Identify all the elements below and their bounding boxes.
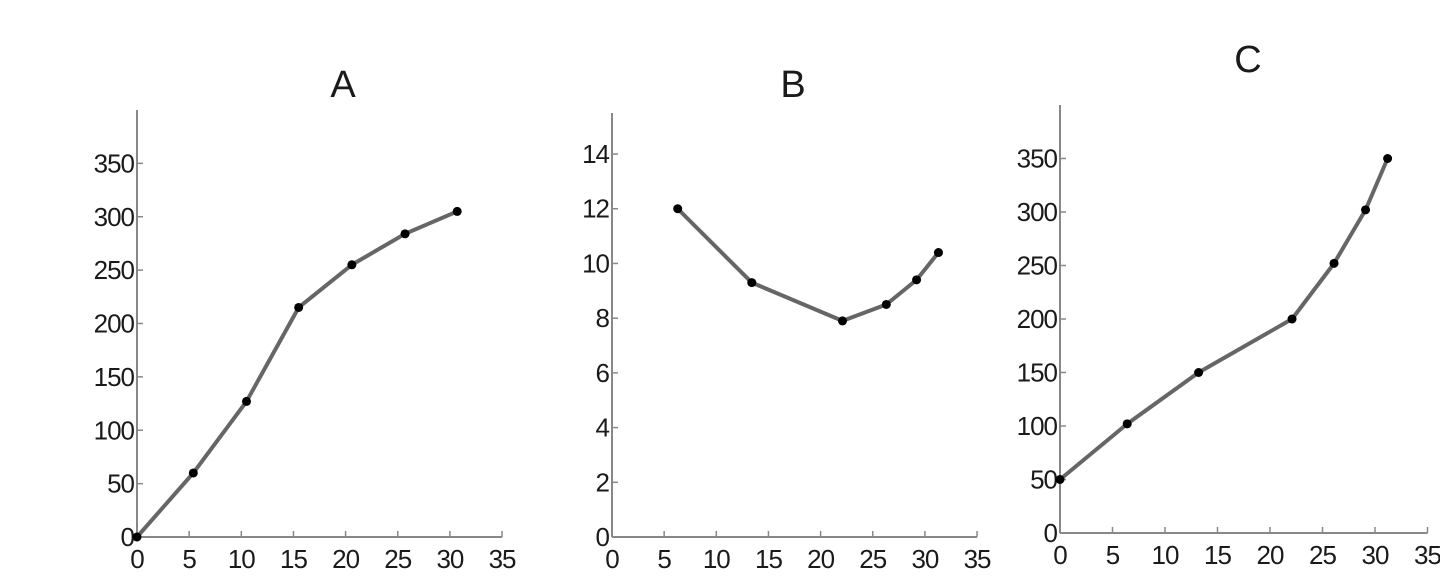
y-tick-label: 14	[582, 139, 609, 169]
data-point	[452, 206, 462, 216]
data-point	[912, 275, 922, 285]
data-point	[933, 248, 943, 258]
data-point	[838, 316, 848, 326]
x-tick-label: 5	[182, 544, 196, 574]
y-tick-label: 150	[1017, 358, 1058, 388]
data-point	[1329, 258, 1339, 268]
x-tick-label: 20	[807, 544, 834, 574]
y-tick-label: 50	[107, 469, 134, 499]
panel-b: B 0 5 10 15 20 25 30 35 0 2 4 6 8 10 12 14	[582, 64, 992, 574]
x-tick-label: 15	[280, 544, 307, 574]
x-tick-label: 5	[657, 544, 671, 574]
panel-b-title: B	[780, 64, 805, 106]
data-point	[1122, 419, 1132, 429]
y-tick-label: 0	[121, 522, 135, 552]
x-tick-label: 30	[1362, 540, 1389, 570]
data-point	[400, 229, 410, 239]
y-tick-label: 50	[1030, 465, 1057, 495]
x-tick-label: 0	[1053, 540, 1067, 570]
x-tick-label: 20	[332, 544, 359, 574]
y-tick-label: 10	[582, 248, 609, 278]
x-tick-label: 25	[384, 544, 411, 574]
x-tick-label: 35	[489, 544, 516, 574]
panel-c-title: C	[1234, 39, 1261, 81]
y-tick-label: 250	[94, 255, 135, 285]
y-tick-label: 100	[94, 415, 135, 445]
data-point	[188, 468, 198, 478]
x-tick-label: 10	[1152, 540, 1179, 570]
y-tick-label: 8	[596, 303, 610, 333]
y-tick-label: 0	[1044, 518, 1058, 548]
y-tick-label: 4	[596, 413, 610, 443]
x-tick-label: 35	[1414, 540, 1440, 570]
y-tick-label: 6	[596, 358, 610, 388]
y-tick-label: 300	[94, 202, 135, 232]
data-point	[1055, 475, 1065, 484]
data-point	[1361, 205, 1371, 215]
x-tick-label: 0	[130, 544, 144, 574]
data-point	[242, 396, 252, 406]
series-line	[676, 207, 941, 323]
x-tick-label: 0	[605, 544, 619, 574]
data-point	[347, 260, 357, 270]
x-tick-label: 30	[911, 544, 938, 574]
y-tick-label: 350	[94, 148, 135, 178]
data-point	[1383, 154, 1393, 163]
data-point	[747, 278, 757, 288]
data-point	[132, 532, 142, 542]
panel-a-title: A	[330, 64, 356, 106]
data-point	[881, 299, 891, 309]
x-tick-label: 30	[436, 544, 463, 574]
series-line	[1058, 157, 1390, 482]
x-tick-label: 20	[1257, 540, 1284, 570]
series-line	[135, 209, 458, 539]
x-tick-label: 10	[703, 544, 730, 574]
y-tick-label: 12	[582, 194, 609, 224]
x-tick-label: 5	[1106, 540, 1120, 570]
x-tick-label: 25	[1309, 540, 1336, 570]
data-point	[1194, 368, 1204, 377]
data-point	[1287, 314, 1297, 324]
x-tick-label: 25	[859, 544, 886, 574]
y-tick-label: 0	[596, 522, 610, 552]
x-tick-label: 15	[1204, 540, 1231, 570]
y-tick-label: 2	[596, 467, 610, 497]
y-tick-label: 200	[1017, 304, 1058, 334]
x-tick-label: 35	[964, 544, 991, 574]
data-point	[294, 302, 304, 312]
y-tick-label: 150	[94, 362, 135, 392]
x-tick-label: 15	[755, 544, 782, 574]
y-tick-label: 350	[1017, 144, 1058, 174]
y-tick-label: 300	[1017, 197, 1058, 227]
y-tick-label: 200	[94, 309, 135, 339]
y-tick-label: 250	[1017, 251, 1058, 281]
data-point	[673, 204, 683, 214]
x-tick-label: 10	[228, 544, 255, 574]
y-tick-label: 100	[1017, 411, 1058, 441]
